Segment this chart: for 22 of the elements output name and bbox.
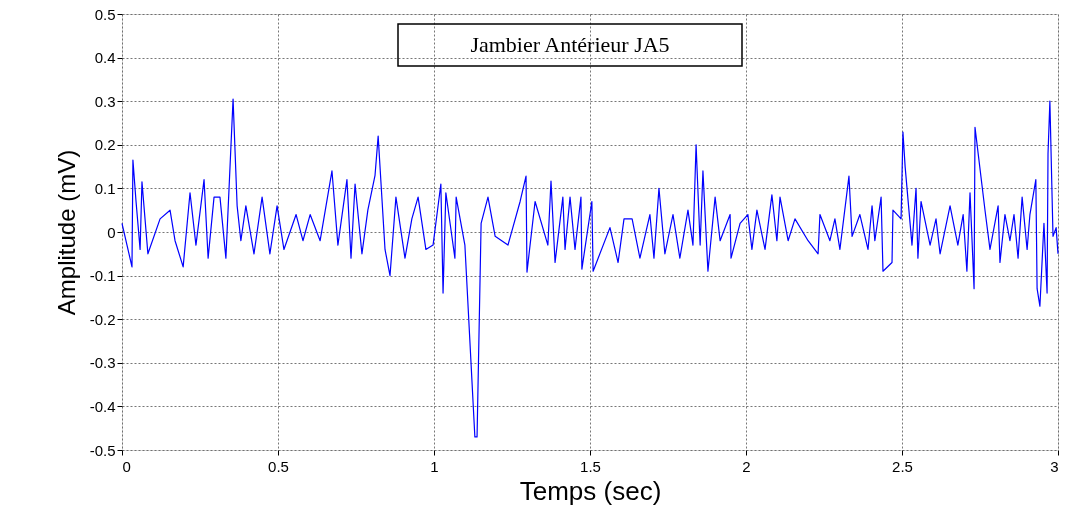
y-tick-label: 0.5 [94,5,116,23]
x-tick-label: 3 [1050,457,1059,475]
y-tick-label: -0.4 [89,397,116,415]
text: Jambier Antérieur JA5 [470,32,670,57]
y-tick-label: -0.3 [89,354,116,372]
x-axis-title: Temps (sec) [519,475,662,506]
y-tick-label: 0.4 [94,49,116,67]
y-tick-label: -0.5 [89,441,116,459]
x-tick-label: 2 [742,457,751,475]
x-tick-label: 2.5 [892,457,913,475]
y-axis-title: Amplitude (mV) [52,149,80,316]
line-series [121,98,1059,438]
y-tick-label: 0.1 [94,179,116,197]
x-tick-label: 0 [122,457,131,475]
y-tick-label: 0.3 [94,92,116,110]
x-tick-label: 0.5 [268,457,289,475]
y-tick-label: -0.2 [89,310,116,328]
y-tick-label: 0.2 [94,136,116,154]
x-tick-label: 1.5 [580,457,601,475]
x-tick-label: 1 [430,457,439,475]
y-tick-label: 0 [107,223,116,241]
y-tick-label: -0.1 [89,267,116,285]
